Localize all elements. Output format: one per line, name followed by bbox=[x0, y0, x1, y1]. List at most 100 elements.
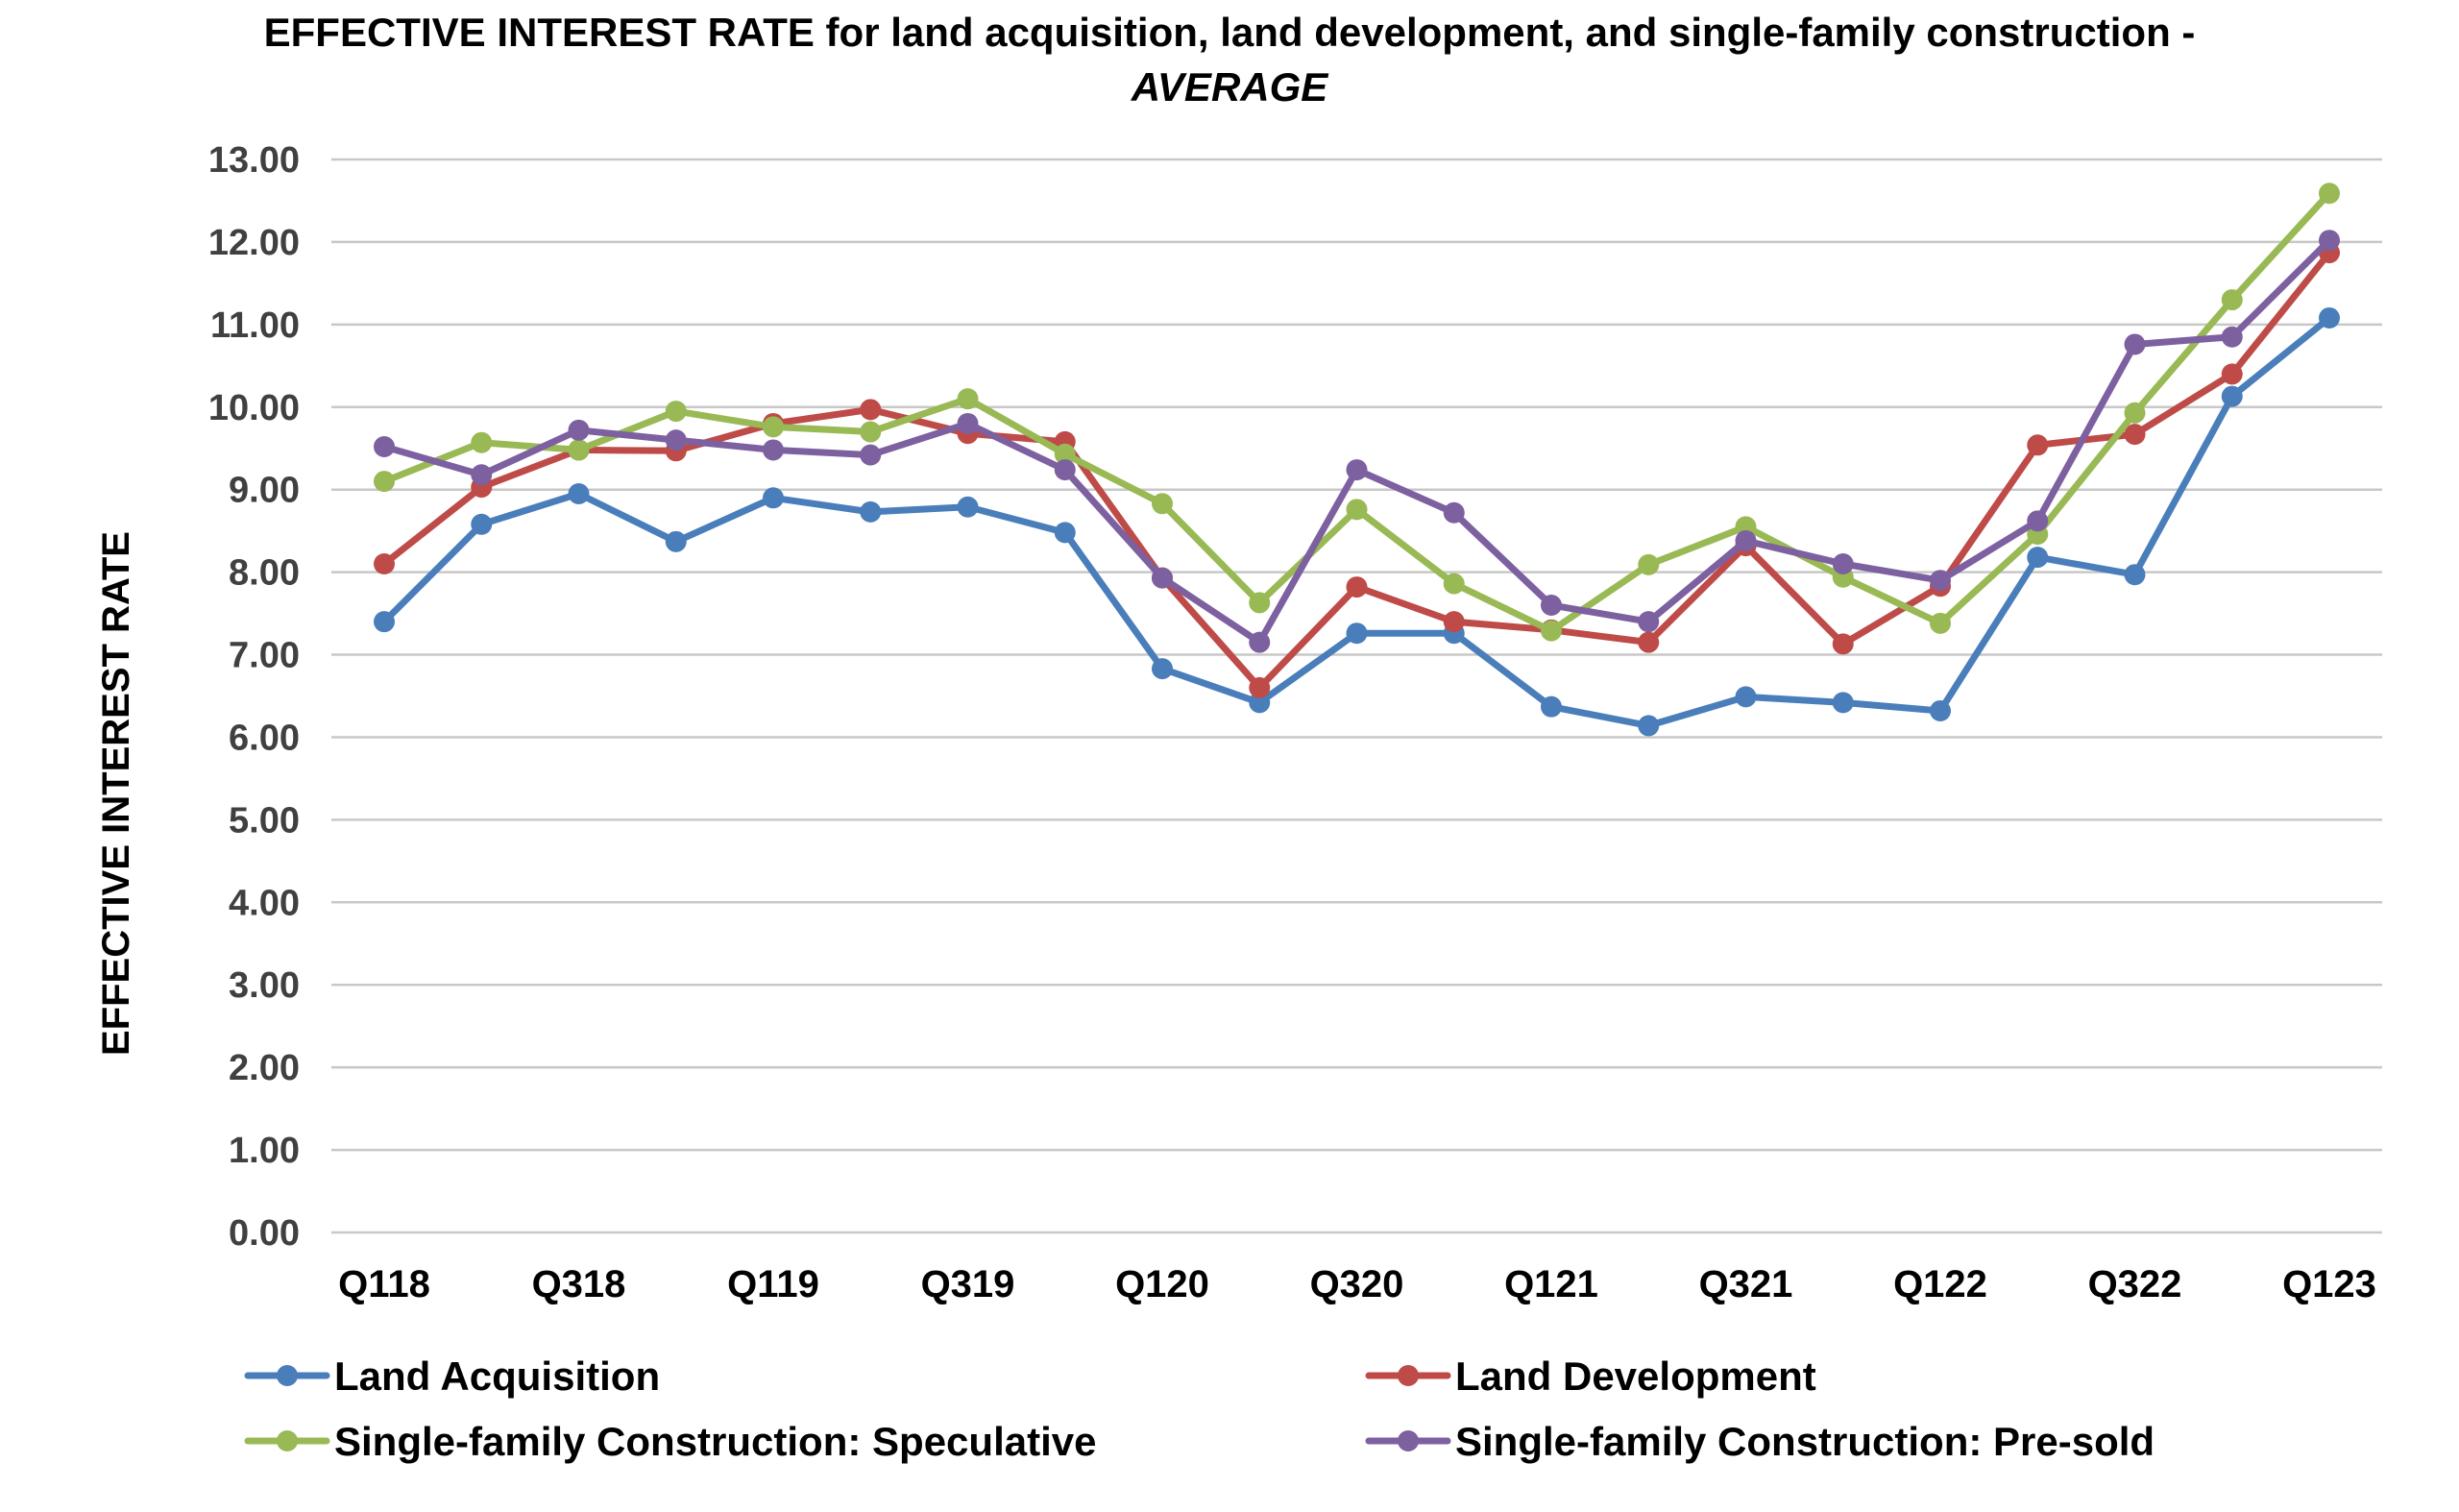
data-point bbox=[665, 530, 687, 552]
data-point bbox=[665, 401, 687, 423]
data-point bbox=[665, 429, 687, 451]
data-point bbox=[374, 611, 395, 633]
legend-label: Land Acquisition bbox=[334, 1353, 660, 1399]
data-point bbox=[568, 482, 590, 504]
data-point bbox=[1735, 529, 1757, 551]
x-tick-label: Q322 bbox=[2088, 1263, 2182, 1305]
data-point bbox=[568, 439, 590, 461]
legend-item: Single-family Construction: Pre-sold bbox=[1365, 1419, 2155, 1464]
y-tick-label: 2.00 bbox=[229, 1048, 300, 1088]
y-tick-label: 11.00 bbox=[210, 305, 300, 346]
data-point bbox=[2124, 402, 2146, 424]
data-point bbox=[763, 439, 784, 461]
y-tick-label: 6.00 bbox=[229, 718, 300, 758]
y-tick-label: 7.00 bbox=[229, 636, 300, 676]
data-point bbox=[763, 487, 784, 509]
data-point bbox=[1443, 501, 1465, 524]
data-point bbox=[1541, 594, 1562, 616]
x-tick-label: Q122 bbox=[1893, 1263, 1987, 1305]
y-tick-label: 3.00 bbox=[229, 965, 300, 1006]
data-point bbox=[2221, 363, 2243, 385]
data-point bbox=[1930, 612, 1951, 634]
data-point bbox=[957, 496, 979, 518]
data-point bbox=[1638, 631, 1660, 653]
x-tick-label: Q121 bbox=[1504, 1263, 1598, 1305]
chart-subtitle: AVERAGE bbox=[1131, 64, 1330, 110]
data-point bbox=[2027, 510, 2049, 532]
legend-label: Single-family Construction: Pre-sold bbox=[1455, 1419, 2155, 1464]
y-tick-label: 0.00 bbox=[229, 1213, 300, 1254]
data-point bbox=[1054, 459, 1076, 481]
data-point bbox=[1638, 715, 1660, 737]
y-tick-label: 8.00 bbox=[229, 553, 300, 594]
x-tick-label: Q123 bbox=[2282, 1263, 2376, 1305]
x-tick-label: Q120 bbox=[1115, 1263, 1209, 1305]
data-point bbox=[860, 500, 882, 523]
x-axis-ticks: Q118 Q318 Q119 Q319 Q120 Q320 Q121 Q321 Q122 Q322… bbox=[338, 1263, 2376, 1305]
data-point bbox=[471, 513, 493, 535]
y-tick-label: 5.00 bbox=[229, 800, 300, 841]
series-3 bbox=[374, 183, 2340, 642]
y-tick-label: 10.00 bbox=[208, 388, 300, 428]
x-tick-label: Q118 bbox=[338, 1263, 430, 1305]
data-point bbox=[1930, 699, 1951, 721]
legend-label: Land Development bbox=[1455, 1353, 1816, 1399]
gridlines bbox=[331, 158, 2382, 1234]
series-1 bbox=[374, 306, 2340, 737]
y-tick-label: 13.00 bbox=[208, 140, 300, 181]
x-tick-label: Q321 bbox=[1699, 1263, 1793, 1305]
legend-marker bbox=[277, 1365, 298, 1386]
data-point bbox=[2221, 326, 2243, 348]
data-point bbox=[1249, 676, 1271, 698]
data-point bbox=[1346, 622, 1368, 645]
legend-marker bbox=[1398, 1365, 1419, 1386]
data-point bbox=[1249, 692, 1271, 714]
data-point bbox=[374, 471, 395, 493]
y-tick-label: 1.00 bbox=[229, 1131, 300, 1171]
legend-item: Single-family Construction: Speculative bbox=[244, 1419, 1096, 1464]
data-point bbox=[2124, 333, 2146, 355]
data-point bbox=[2319, 306, 2340, 329]
data-point bbox=[1735, 686, 1757, 708]
data-point bbox=[374, 436, 395, 458]
series-lines bbox=[374, 183, 2340, 737]
data-point bbox=[1346, 576, 1368, 598]
data-point bbox=[1249, 631, 1271, 653]
data-point bbox=[957, 412, 979, 434]
data-point bbox=[2319, 230, 2340, 252]
data-point bbox=[471, 464, 493, 486]
data-point bbox=[1346, 499, 1368, 521]
data-point bbox=[1443, 573, 1465, 595]
data-point bbox=[860, 399, 882, 421]
data-point bbox=[763, 416, 784, 438]
data-point bbox=[568, 419, 590, 441]
data-point bbox=[1152, 493, 1173, 515]
data-point bbox=[2124, 424, 2146, 446]
data-point bbox=[2027, 434, 2049, 456]
y-tick-label: 4.00 bbox=[229, 883, 300, 923]
series-4 bbox=[374, 230, 2340, 653]
y-axis-label: EFFECTIVE INTEREST RATE bbox=[95, 531, 137, 1056]
data-point bbox=[1832, 633, 1854, 655]
data-point bbox=[374, 553, 395, 575]
data-point bbox=[1054, 443, 1076, 465]
data-point bbox=[1541, 620, 1562, 642]
data-point bbox=[1832, 692, 1854, 714]
legend: Land Acquisition Land Development Single-f… bbox=[244, 1353, 2155, 1464]
data-point bbox=[1152, 658, 1173, 680]
x-tick-label: Q319 bbox=[921, 1263, 1015, 1305]
y-tick-label: 9.00 bbox=[229, 471, 300, 511]
data-point bbox=[471, 431, 493, 453]
legend-item: Land Development bbox=[1365, 1353, 1816, 1399]
legend-item: Land Acquisition bbox=[244, 1353, 660, 1399]
legend-label: Single-family Construction: Speculative bbox=[334, 1419, 1096, 1464]
data-point bbox=[1249, 592, 1271, 614]
data-point bbox=[1638, 611, 1660, 633]
data-point bbox=[957, 388, 979, 410]
data-point bbox=[1054, 522, 1076, 544]
x-tick-label: Q318 bbox=[532, 1263, 626, 1305]
legend-marker bbox=[277, 1430, 298, 1451]
data-point bbox=[1638, 553, 1660, 575]
